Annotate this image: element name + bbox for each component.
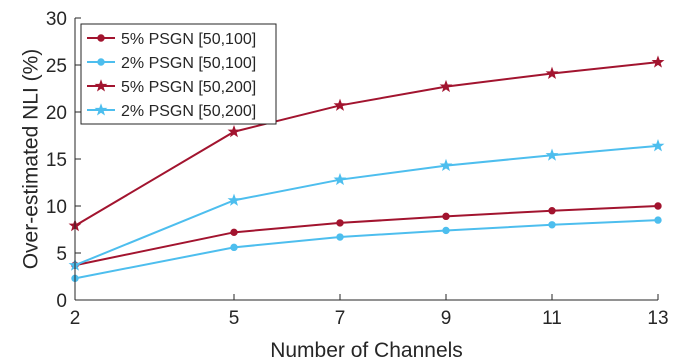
series-2 — [71, 216, 662, 283]
legend: 5% PSGN [50,100] 2% PSGN [50,100] 5% PSGN … — [80, 23, 277, 125]
x-tick-label: 11 — [542, 308, 562, 329]
legend-label: 5% PSGN [50,100] — [121, 31, 256, 48]
data-point — [651, 55, 665, 68]
x-axis-label: Number of Channels — [270, 339, 463, 362]
legend-label: 5% PSGN [50,200] — [121, 79, 256, 96]
data-point — [442, 212, 450, 221]
data-point — [227, 193, 241, 206]
data-point — [333, 172, 347, 186]
data-point — [651, 139, 665, 152]
legend-item: 5% PSGN [50,200] — [87, 79, 256, 96]
x-tick-label: 13 — [647, 308, 668, 329]
legend-marker — [97, 34, 105, 42]
series-1 — [71, 202, 662, 269]
y-tick-label: 5 — [56, 244, 67, 265]
legend-label: 2% PSGN [50,200] — [121, 103, 256, 120]
y-tick-label: 20 — [46, 103, 67, 124]
data-point — [336, 219, 344, 227]
data-point — [230, 243, 238, 252]
series-line — [74, 219, 659, 280]
y-tick-label: 30 — [46, 9, 67, 30]
data-point — [333, 98, 347, 111]
data-point — [548, 207, 556, 215]
data-point — [545, 66, 559, 79]
y-tick-label: 10 — [46, 197, 67, 218]
y-tick-label: 0 — [56, 291, 67, 312]
legend-marker — [94, 79, 108, 92]
legend-label: 2% PSGN [50,100] — [121, 55, 256, 72]
series-4 — [68, 139, 665, 271]
legend-marker — [94, 103, 108, 116]
series-line — [74, 61, 659, 227]
data-point — [654, 202, 662, 210]
x-tick-label: 2 — [70, 308, 81, 329]
data-point — [336, 233, 344, 241]
data-point — [548, 221, 556, 229]
data-point — [439, 79, 453, 93]
legend-marker — [97, 58, 105, 66]
data-point — [442, 226, 450, 235]
y-axis-label: Over-estimated NLI (%) — [19, 49, 42, 270]
series-line — [74, 144, 659, 267]
data-point — [545, 148, 559, 161]
x-tick-label: 9 — [441, 308, 452, 329]
x-tick-label: 7 — [335, 308, 346, 329]
series-line — [74, 205, 659, 267]
data-point — [439, 158, 453, 172]
legend-box — [80, 23, 277, 125]
legend-item: 5% PSGN [50,100] — [87, 31, 256, 48]
y-tick-label: 25 — [46, 56, 67, 77]
x-tick-label: 5 — [229, 308, 240, 329]
data-point — [654, 216, 662, 224]
legend-item: 2% PSGN [50,200] — [87, 103, 256, 120]
y-tick-label: 15 — [46, 150, 67, 171]
legend-item: 2% PSGN [50,100] — [87, 55, 256, 72]
data-point — [230, 228, 238, 237]
data-point — [227, 124, 241, 138]
